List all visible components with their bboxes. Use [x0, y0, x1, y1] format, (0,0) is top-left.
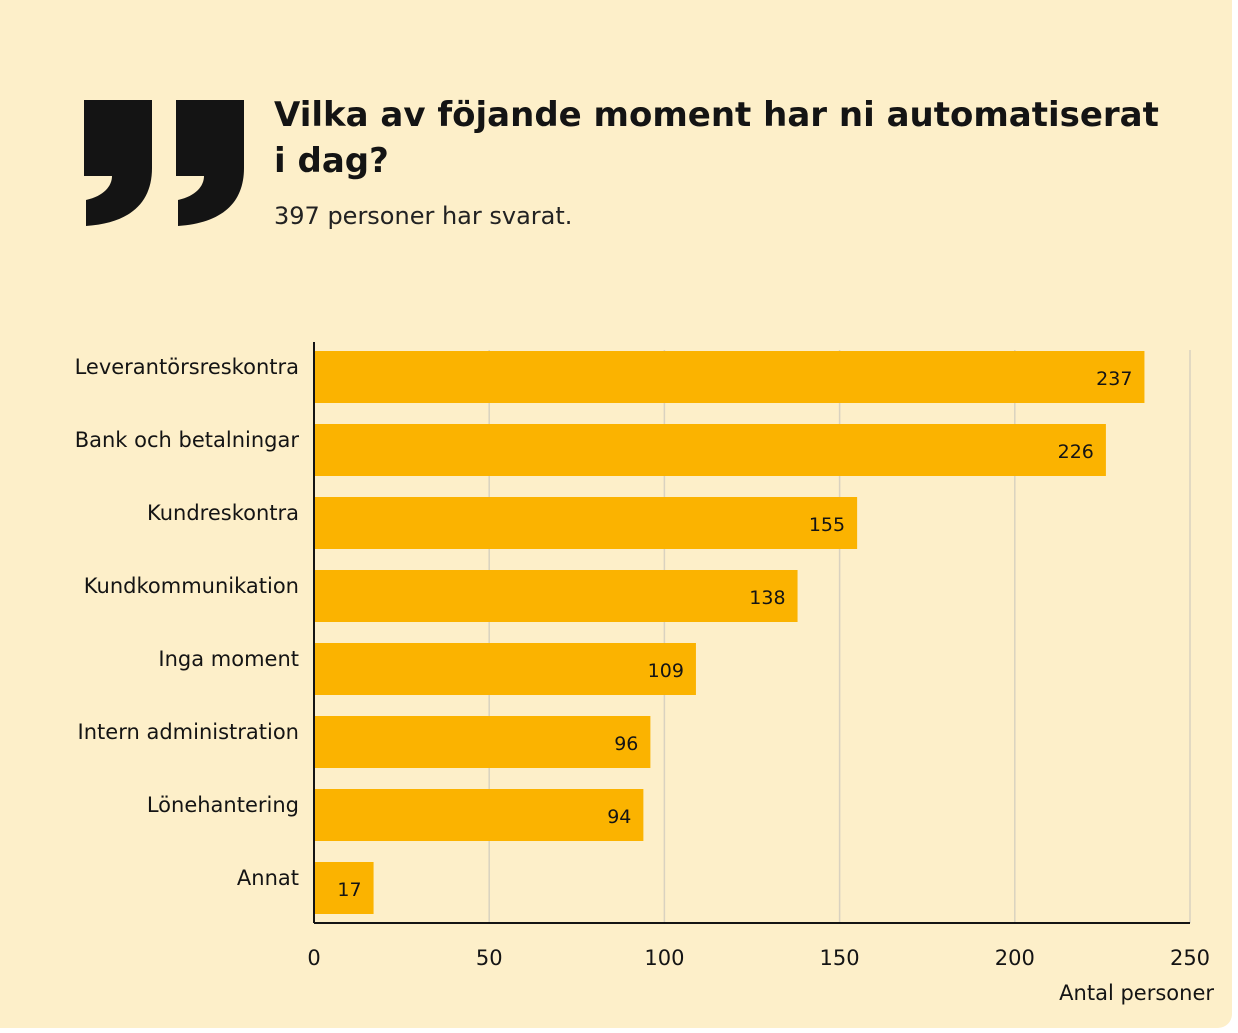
- category-label: Leverantörsreskontra: [75, 355, 299, 379]
- data-label: 94: [607, 806, 631, 828]
- bar: [314, 570, 798, 622]
- x-tick-label: 50: [476, 946, 503, 970]
- bar-chart: Leverantörsreskontra 237 Bank och betalnin…: [75, 342, 1214, 1005]
- chart-subtitle: 397 personer har svarat.: [274, 202, 573, 230]
- x-tick-label: 100: [644, 946, 684, 970]
- data-label: 17: [337, 879, 361, 901]
- category-label: Kundkommunikation: [84, 574, 299, 598]
- data-label: 226: [1058, 441, 1094, 463]
- bar: [314, 716, 651, 768]
- data-label: 96: [614, 733, 638, 755]
- data-label: 155: [809, 514, 845, 536]
- category-label: Intern administration: [78, 720, 299, 744]
- bar: [314, 424, 1106, 476]
- bar: [314, 789, 644, 841]
- bar: [314, 862, 374, 914]
- x-tick-label: 200: [995, 946, 1035, 970]
- data-label: 109: [648, 660, 684, 682]
- category-label: Inga moment: [158, 647, 299, 671]
- x-tick-label: 250: [1170, 946, 1210, 970]
- category-label: Bank och betalningar: [75, 428, 300, 452]
- x-axis-label: Antal personer: [1059, 981, 1214, 1005]
- x-tick-label: 0: [307, 946, 320, 970]
- closing-quote-icon: [84, 100, 244, 226]
- bar: [314, 497, 858, 549]
- bar: [314, 351, 1145, 403]
- data-label: 237: [1096, 368, 1132, 390]
- chart-title: Vilka av föjande moment har ni automatis…: [274, 95, 1159, 181]
- bar: [314, 643, 696, 695]
- category-label: Annat: [237, 866, 299, 890]
- x-tick-label: 150: [820, 946, 860, 970]
- category-label: Lönehantering: [147, 793, 299, 817]
- category-label: Kundreskontra: [147, 501, 299, 525]
- data-label: 138: [749, 587, 785, 609]
